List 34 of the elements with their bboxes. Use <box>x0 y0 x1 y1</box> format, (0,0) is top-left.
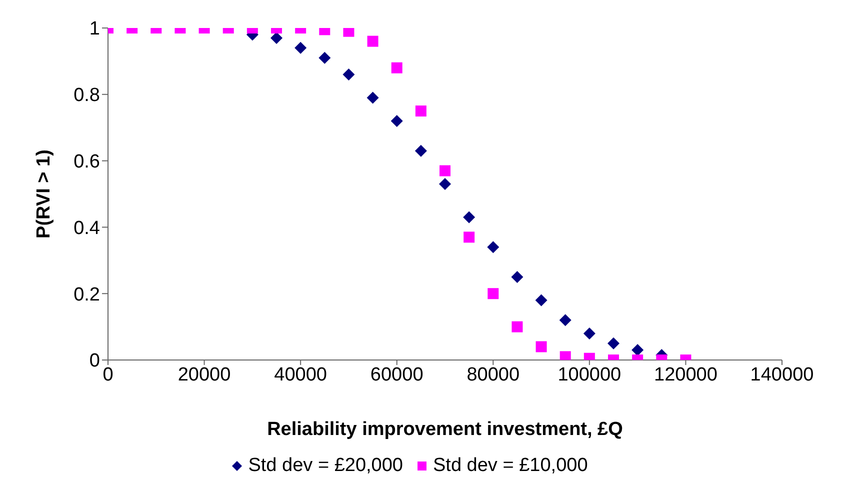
x-tick-label: 40000 <box>274 364 327 386</box>
y-tick-label: 0.2 <box>74 284 100 306</box>
point <box>440 165 450 176</box>
x-tick-label: 20000 <box>178 364 231 386</box>
point <box>366 92 379 104</box>
point <box>463 211 476 224</box>
point <box>512 321 523 332</box>
point <box>439 178 451 190</box>
legend-label: Std dev = £20,000 <box>248 455 403 477</box>
point <box>535 294 548 306</box>
legend-label: Std dev = £10,000 <box>433 455 588 477</box>
point <box>511 271 524 283</box>
y-tick-label: 0.8 <box>74 85 100 106</box>
point <box>583 327 596 340</box>
point <box>608 337 620 350</box>
x-tick-label: 120000 <box>654 364 718 386</box>
y-tick-label: 0.4 <box>74 218 100 239</box>
y-axis-title: P(RVI > 1) <box>34 150 55 238</box>
x-axis-title: Reliability improvement investment, £Q <box>267 419 623 440</box>
point <box>487 241 500 254</box>
y-tick-label: 0.6 <box>74 152 100 173</box>
x-tick-label: 60000 <box>370 364 424 386</box>
y-tick-label: 1 <box>89 18 100 40</box>
x-tick-label: 0 <box>102 364 114 386</box>
x-tick-label: 100000 <box>558 364 622 386</box>
point <box>536 341 547 352</box>
point <box>415 106 426 116</box>
x-tick-label: 80000 <box>466 364 520 386</box>
point <box>414 144 427 157</box>
point <box>488 288 499 300</box>
y-tick-label: 0 <box>89 350 100 372</box>
point <box>559 314 572 326</box>
point <box>464 232 475 243</box>
x-tick-label: 140000 <box>750 364 814 386</box>
